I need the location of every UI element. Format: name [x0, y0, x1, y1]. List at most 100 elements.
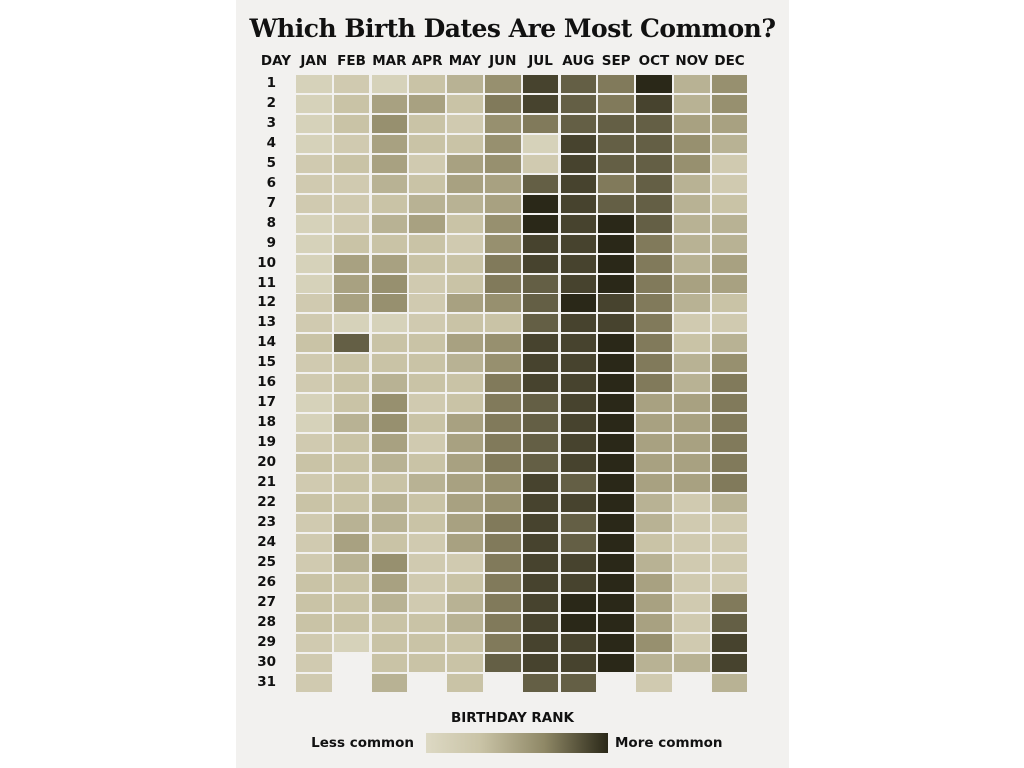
heatmap-cell-jan-20: [296, 454, 332, 473]
heatmap-cell-nov-17: [674, 394, 710, 413]
heatmap-cell-mar-28: [371, 613, 408, 632]
month-header-jul: JUL: [528, 53, 553, 69]
day-label-26: 26: [257, 573, 276, 590]
heatmap-cell-apr-9: [409, 234, 445, 253]
heatmap-cell-aug-7: [560, 194, 597, 213]
heatmap-cell-nov-11: [674, 274, 710, 293]
heatmap-cell-mar-23: [371, 513, 408, 532]
heatmap-cell-nov-24: [674, 533, 710, 552]
heatmap-cell-jun-6: [485, 174, 521, 193]
heatmap-cell-jan-18: [296, 414, 332, 433]
heatmap-cell-jan-3: [296, 114, 332, 133]
heatmap-cell-jun-20: [485, 454, 521, 473]
heatmap-cell-apr-12: [409, 294, 445, 313]
heatmap-cell-jun-25: [485, 553, 521, 572]
heatmap-cell-mar-12: [371, 294, 408, 313]
heatmap-cell-aug-1: [560, 75, 597, 93]
heatmap-cell-feb-26: [333, 573, 370, 592]
heatmap-cell-jun-21: [485, 474, 521, 492]
heatmap-cell-jun-14: [485, 334, 521, 353]
heatmap-cell-jan-16: [296, 374, 332, 393]
heatmap-cell-nov-4: [674, 134, 710, 153]
heatmap-cell-oct-30: [636, 653, 672, 672]
heatmap-cell-jul-1: [522, 75, 559, 93]
heatmap-cell-apr-6: [409, 174, 445, 193]
heatmap-cell-mar-22: [371, 493, 408, 512]
heatmap-cell-may-18: [447, 414, 483, 433]
heatmap-cell-apr-17: [409, 394, 445, 413]
heatmap-cell-jan-17: [296, 394, 332, 413]
heatmap-cell-mar-9: [371, 234, 408, 253]
heatmap-cell-jan-6: [296, 174, 332, 193]
heatmap-cell-may-9: [447, 234, 483, 253]
heatmap-cell-jul-26: [522, 573, 559, 592]
chart-panel: Which Birth Dates Are Most Common? DAY J…: [236, 0, 789, 768]
heatmap-cell-jul-4: [522, 134, 559, 153]
heatmap-cell-mar-4: [371, 134, 408, 153]
heatmap-cell-jul-17: [522, 394, 559, 413]
heatmap-cell-nov-6: [674, 174, 710, 193]
heatmap-cell-jul-9: [522, 234, 559, 253]
heatmap-cell-sep-7: [598, 194, 634, 213]
heatmap-cell-may-24: [447, 533, 483, 552]
heatmap-cell-jan-5: [296, 154, 332, 173]
month-header-apr: APR: [411, 53, 443, 69]
day-label-30: 30: [257, 653, 276, 670]
heatmap-cell-aug-10: [560, 254, 597, 273]
heatmap-cell-feb-16: [333, 374, 370, 393]
heatmap-cell-jul-6: [522, 174, 559, 193]
heatmap-cell-may-13: [447, 314, 483, 333]
heatmap-cell-jan-13: [296, 314, 332, 333]
heatmap-cell-dec-17: [711, 394, 748, 413]
chart-title: Which Birth Dates Are Most Common?: [249, 14, 776, 43]
heatmap-cell-may-4: [447, 134, 483, 153]
heatmap-cell-may-28: [447, 613, 483, 632]
heatmap-cell-may-5: [447, 154, 483, 173]
heatmap-cell-sep-10: [598, 254, 634, 273]
heatmap-cell-sep-30: [598, 653, 634, 672]
heatmap-cell-oct-16: [636, 374, 672, 393]
heatmap-cell-jan-7: [296, 194, 332, 213]
heatmap-cell-dec-22: [711, 493, 748, 512]
heatmap-cell-jan-21: [296, 474, 332, 492]
day-column-header: DAY: [260, 53, 292, 69]
heatmap-cell-nov-30: [674, 653, 710, 672]
heatmap-cell-apr-13: [409, 314, 445, 333]
heatmap-cell-dec-13: [711, 314, 748, 333]
month-header-may: MAY: [448, 53, 482, 69]
heatmap-cell-jan-29: [296, 633, 332, 652]
heatmap-cell-dec-12: [711, 294, 748, 313]
heatmap-cell-apr-24: [409, 533, 445, 552]
heatmap-cell-feb-1: [333, 75, 370, 93]
day-label-21: 21: [257, 474, 276, 490]
heatmap-cell-dec-8: [711, 214, 748, 233]
heatmap-cell-nov-12: [674, 294, 710, 313]
heatmap-cell-oct-3: [636, 114, 672, 133]
heatmap-cell-may-19: [447, 434, 483, 453]
heatmap-cell-apr-18: [409, 414, 445, 433]
day-label-23: 23: [257, 513, 276, 530]
legend-title: BIRTHDAY RANK: [450, 710, 575, 726]
heatmap-cell-jun-22: [485, 493, 521, 512]
heatmap-cell-jun-19: [485, 434, 521, 453]
heatmap-cell-sep-28: [598, 613, 634, 632]
heatmap-cell-dec-23: [711, 513, 748, 532]
legend-max-label: More common: [615, 735, 723, 751]
heatmap-cell-dec-5: [711, 154, 748, 173]
heatmap-cell-jun-18: [485, 414, 521, 433]
heatmap-cell-jul-15: [522, 354, 559, 373]
day-label-7: 7: [266, 194, 276, 211]
heatmap-cell-jan-19: [296, 434, 332, 453]
heatmap-cell-feb-5: [333, 154, 370, 173]
heatmap-cell-dec-24: [711, 533, 748, 552]
heatmap-cell-aug-3: [560, 114, 597, 133]
heatmap-cell-sep-11: [598, 274, 634, 293]
heatmap-cell-feb-18: [333, 414, 370, 433]
heatmap-cell-jul-12: [522, 294, 559, 313]
day-label-19: 19: [257, 434, 276, 451]
heatmap-cell-feb-14: [333, 334, 370, 353]
heatmap-cell-oct-13: [636, 314, 672, 333]
day-label-27: 27: [257, 593, 276, 610]
heatmap-cell-dec-27: [711, 593, 748, 612]
heatmap-cell-jan-8: [296, 214, 332, 233]
